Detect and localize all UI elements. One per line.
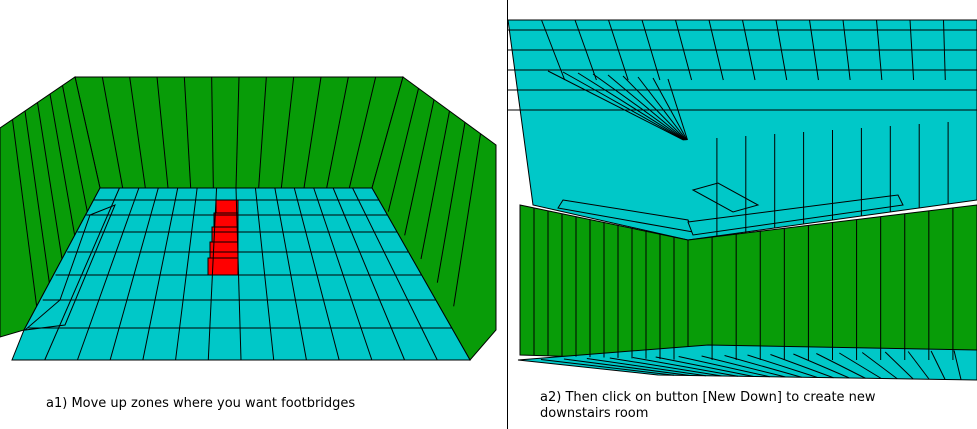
grid-line [547,70,684,141]
grid-line [586,358,706,377]
grid-line [701,355,786,378]
ceiling-grid [508,19,977,380]
grid-line [62,85,88,212]
grid-line [49,93,76,236]
grid-line [637,76,687,141]
grid-line [592,73,686,141]
room-3d-view-left [0,76,497,361]
room-3d-view-right [508,19,977,381]
grid-line [293,187,340,361]
grid-line [235,187,242,361]
grid-line [235,76,240,189]
grid-line [884,351,914,380]
grid-line [540,359,675,376]
right-caption: a2) Then click on button [New Down] to c… [540,390,960,422]
grid-line [101,76,124,189]
grid-line [562,71,685,141]
grid-line [254,187,275,361]
footbridge-center [691,182,760,213]
grid-line [303,76,322,189]
grid-line [747,354,818,378]
grid-line [724,355,802,378]
left-panel: a1) Move up zones where you want footbri… [0,76,497,411]
wall-grid [12,76,481,307]
grid-line [142,187,179,361]
right-caption-line-2: downstairs room [540,406,649,421]
grid-line [280,76,295,189]
grid-line [861,352,898,380]
grid-line [678,356,770,378]
grid-line [655,356,754,377]
right-panel: a2) Then click on button [New Down] to c… [508,0,977,429]
grid-line [930,350,946,380]
grid-line [12,119,38,307]
panel-divider [507,0,508,429]
grid-line [453,133,481,307]
grid-line [156,76,169,189]
grid-line [622,75,687,141]
footbridge-right [687,194,904,236]
grid-line [404,99,435,236]
grid-line [839,352,882,379]
grid-line [175,187,198,361]
right-caption-line-1: a2) Then click on button [New Down] to c… [540,390,876,405]
grid-line [577,72,685,141]
grid-line [44,187,120,361]
grid-line [109,187,159,361]
grid-line [258,76,267,189]
grid-line [326,76,349,189]
grid-line [563,358,690,376]
grid-line [332,187,406,361]
grid-line [211,76,214,189]
grid-line [313,187,373,361]
left-caption: a1) Move up zones where you want footbri… [46,396,356,411]
grid-line [907,351,930,380]
grid-line [207,187,218,361]
grid-line [387,88,419,212]
grid-line [420,110,450,260]
raised-zones [207,199,239,276]
grid-line [609,357,722,377]
grid-line [793,353,850,379]
grid-line [24,110,50,283]
grid-line [37,102,63,260]
grid-line [274,187,307,361]
grid-line [436,122,466,283]
grid-line [129,76,146,189]
grid-line [183,76,192,189]
grid-line [632,357,738,377]
floor-grid [28,187,452,361]
grid-line [652,77,688,141]
grid-line [770,354,834,379]
grid-line [953,350,962,380]
grid-line [348,76,377,189]
grid-line [607,74,686,141]
grid-line [76,187,140,361]
grid-line [352,187,438,361]
grid-line [816,353,866,379]
